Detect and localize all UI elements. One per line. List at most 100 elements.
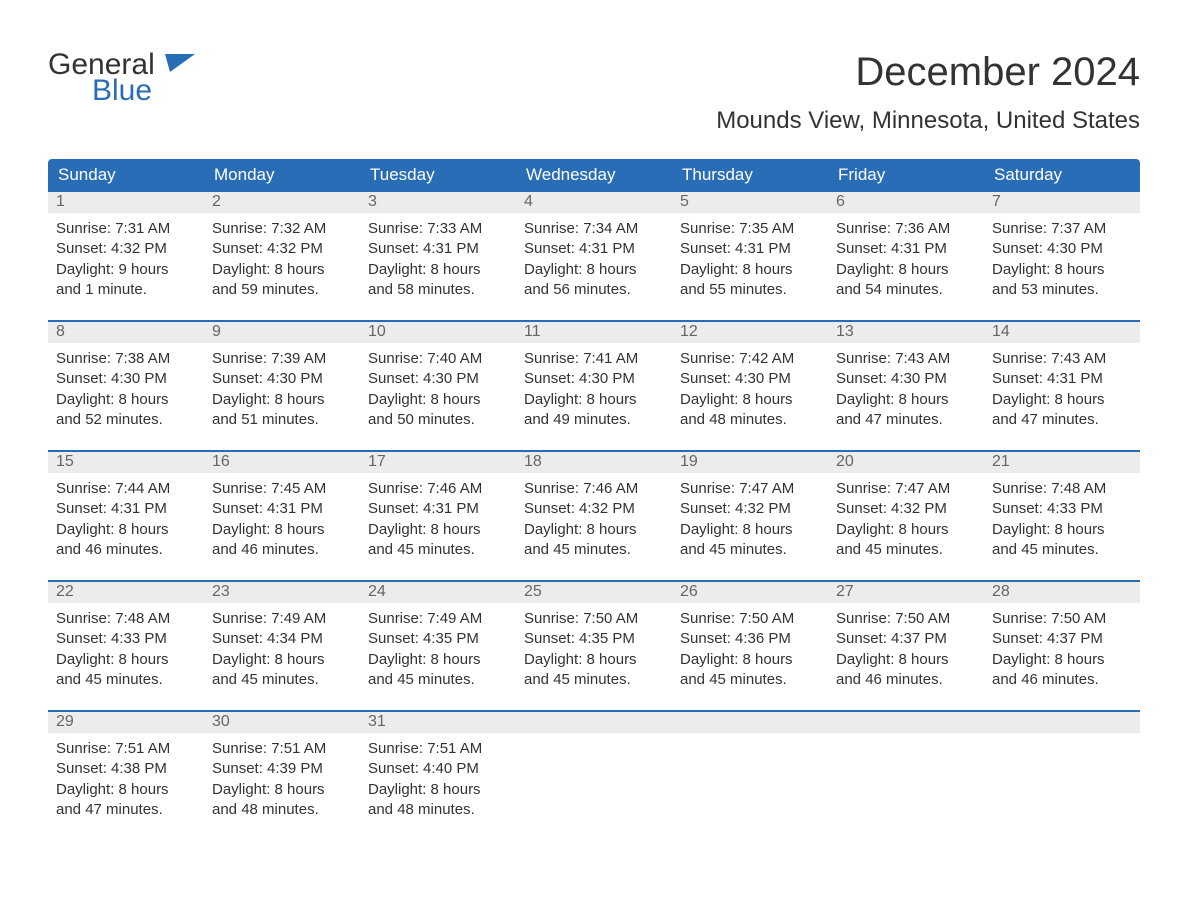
day1-text: Daylight: 8 hours: [836, 650, 976, 670]
day-body: Sunrise: 7:45 AMSunset: 4:31 PMDaylight:…: [204, 473, 360, 564]
sunrise-text: Sunrise: 7:39 AM: [212, 349, 352, 369]
day-number: 4: [516, 192, 672, 213]
day-number: 16: [204, 452, 360, 473]
weekday-header: Friday: [828, 159, 984, 192]
day-body: Sunrise: 7:33 AMSunset: 4:31 PMDaylight:…: [360, 213, 516, 304]
sunrise-text: Sunrise: 7:47 AM: [836, 479, 976, 499]
day-cell: 13Sunrise: 7:43 AMSunset: 4:30 PMDayligh…: [828, 322, 984, 434]
day-body: Sunrise: 7:49 AMSunset: 4:34 PMDaylight:…: [204, 603, 360, 694]
day-cell: 12Sunrise: 7:42 AMSunset: 4:30 PMDayligh…: [672, 322, 828, 434]
sunrise-text: Sunrise: 7:38 AM: [56, 349, 196, 369]
day2-text: and 50 minutes.: [368, 410, 508, 430]
day2-text: and 47 minutes.: [992, 410, 1132, 430]
day1-text: Daylight: 8 hours: [836, 520, 976, 540]
day2-text: and 45 minutes.: [212, 670, 352, 690]
logo-text: General Blue: [48, 50, 195, 106]
day-body: Sunrise: 7:44 AMSunset: 4:31 PMDaylight:…: [48, 473, 204, 564]
day1-text: Daylight: 8 hours: [212, 780, 352, 800]
day-body: Sunrise: 7:43 AMSunset: 4:30 PMDaylight:…: [828, 343, 984, 434]
day-number: 27: [828, 582, 984, 603]
day2-text: and 45 minutes.: [992, 540, 1132, 560]
sunrise-text: Sunrise: 7:49 AM: [212, 609, 352, 629]
week-row: 22Sunrise: 7:48 AMSunset: 4:33 PMDayligh…: [48, 580, 1140, 694]
sunset-text: Sunset: 4:31 PM: [56, 499, 196, 519]
day2-text: and 56 minutes.: [524, 280, 664, 300]
sunrise-text: Sunrise: 7:43 AM: [836, 349, 976, 369]
day2-text: and 45 minutes.: [524, 540, 664, 560]
day1-text: Daylight: 8 hours: [680, 520, 820, 540]
day1-text: Daylight: 8 hours: [680, 650, 820, 670]
day1-text: Daylight: 8 hours: [368, 390, 508, 410]
day-body: Sunrise: 7:50 AMSunset: 4:37 PMDaylight:…: [984, 603, 1140, 694]
sunset-text: Sunset: 4:37 PM: [992, 629, 1132, 649]
day2-text: and 45 minutes.: [368, 540, 508, 560]
sunrise-text: Sunrise: 7:35 AM: [680, 219, 820, 239]
day-number: [984, 712, 1140, 733]
sunset-text: Sunset: 4:31 PM: [992, 369, 1132, 389]
day-body: Sunrise: 7:49 AMSunset: 4:35 PMDaylight:…: [360, 603, 516, 694]
day1-text: Daylight: 8 hours: [524, 390, 664, 410]
day1-text: Daylight: 8 hours: [992, 520, 1132, 540]
day-body: Sunrise: 7:51 AMSunset: 4:40 PMDaylight:…: [360, 733, 516, 824]
day-cell: [984, 712, 1140, 824]
day-number: 11: [516, 322, 672, 343]
sunrise-text: Sunrise: 7:33 AM: [368, 219, 508, 239]
day-cell: 11Sunrise: 7:41 AMSunset: 4:30 PMDayligh…: [516, 322, 672, 434]
sunset-text: Sunset: 4:31 PM: [836, 239, 976, 259]
day2-text: and 47 minutes.: [836, 410, 976, 430]
day-number: 17: [360, 452, 516, 473]
day1-text: Daylight: 8 hours: [836, 390, 976, 410]
day-cell: 3Sunrise: 7:33 AMSunset: 4:31 PMDaylight…: [360, 192, 516, 304]
day-cell: 20Sunrise: 7:47 AMSunset: 4:32 PMDayligh…: [828, 452, 984, 564]
day-body: Sunrise: 7:35 AMSunset: 4:31 PMDaylight:…: [672, 213, 828, 304]
day-body: Sunrise: 7:36 AMSunset: 4:31 PMDaylight:…: [828, 213, 984, 304]
day2-text: and 51 minutes.: [212, 410, 352, 430]
sunrise-text: Sunrise: 7:32 AM: [212, 219, 352, 239]
sunrise-text: Sunrise: 7:50 AM: [680, 609, 820, 629]
weekday-header-row: Sunday Monday Tuesday Wednesday Thursday…: [48, 159, 1140, 192]
sunset-text: Sunset: 4:32 PM: [836, 499, 976, 519]
calendar: Sunday Monday Tuesday Wednesday Thursday…: [48, 159, 1140, 824]
day-cell: 28Sunrise: 7:50 AMSunset: 4:37 PMDayligh…: [984, 582, 1140, 694]
day1-text: Daylight: 8 hours: [56, 780, 196, 800]
sunset-text: Sunset: 4:35 PM: [524, 629, 664, 649]
day-number: 14: [984, 322, 1140, 343]
sunrise-text: Sunrise: 7:44 AM: [56, 479, 196, 499]
day-number: 8: [48, 322, 204, 343]
day1-text: Daylight: 8 hours: [56, 520, 196, 540]
day2-text: and 47 minutes.: [56, 800, 196, 820]
sunset-text: Sunset: 4:32 PM: [680, 499, 820, 519]
day1-text: Daylight: 8 hours: [368, 520, 508, 540]
day-cell: 29Sunrise: 7:51 AMSunset: 4:38 PMDayligh…: [48, 712, 204, 824]
day2-text: and 53 minutes.: [992, 280, 1132, 300]
sunset-text: Sunset: 4:32 PM: [524, 499, 664, 519]
day2-text: and 48 minutes.: [368, 800, 508, 820]
weekday-header: Monday: [204, 159, 360, 192]
day-body: Sunrise: 7:34 AMSunset: 4:31 PMDaylight:…: [516, 213, 672, 304]
sunset-text: Sunset: 4:34 PM: [212, 629, 352, 649]
weeks-container: 1Sunrise: 7:31 AMSunset: 4:32 PMDaylight…: [48, 192, 1140, 824]
day2-text: and 54 minutes.: [836, 280, 976, 300]
day-number: 2: [204, 192, 360, 213]
day-number: 13: [828, 322, 984, 343]
day-body: Sunrise: 7:40 AMSunset: 4:30 PMDaylight:…: [360, 343, 516, 434]
sunset-text: Sunset: 4:30 PM: [836, 369, 976, 389]
sunset-text: Sunset: 4:32 PM: [56, 239, 196, 259]
sunrise-text: Sunrise: 7:50 AM: [836, 609, 976, 629]
day-number: 15: [48, 452, 204, 473]
day-number: 6: [828, 192, 984, 213]
day-number: 9: [204, 322, 360, 343]
day-cell: [516, 712, 672, 824]
sunset-text: Sunset: 4:32 PM: [212, 239, 352, 259]
day-number: 18: [516, 452, 672, 473]
week-row: 8Sunrise: 7:38 AMSunset: 4:30 PMDaylight…: [48, 320, 1140, 434]
day-number: 22: [48, 582, 204, 603]
sunset-text: Sunset: 4:31 PM: [368, 499, 508, 519]
day-body: Sunrise: 7:47 AMSunset: 4:32 PMDaylight:…: [672, 473, 828, 564]
day1-text: Daylight: 8 hours: [524, 260, 664, 280]
day-cell: 4Sunrise: 7:34 AMSunset: 4:31 PMDaylight…: [516, 192, 672, 304]
day1-text: Daylight: 8 hours: [992, 650, 1132, 670]
day-body: Sunrise: 7:38 AMSunset: 4:30 PMDaylight:…: [48, 343, 204, 434]
sunset-text: Sunset: 4:31 PM: [680, 239, 820, 259]
day1-text: Daylight: 8 hours: [368, 780, 508, 800]
